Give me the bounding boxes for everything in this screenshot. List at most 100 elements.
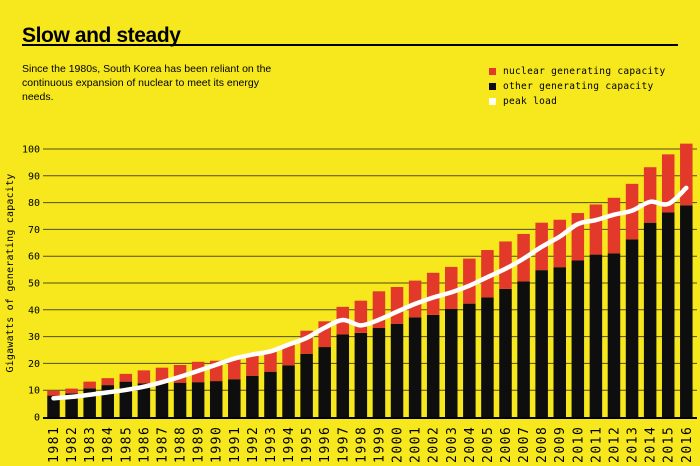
x-tick-labels: 1981 1982 1983 1984 1985 1986 1987 1988 1989 1990… [47,426,695,463]
other-capacity-bar [535,270,548,419]
y-tick-label: 10 [28,386,40,397]
other-capacity-bar [445,308,458,419]
x-tick-label: 1994 [282,426,297,463]
other-capacity-bar [589,254,603,419]
x-tick-label: 2008 [535,426,550,463]
x-tick-label: 1998 [354,426,369,463]
nuclear-capacity-bar [246,355,259,376]
x-tick-label: 2013 [626,426,641,463]
x-tick-label: 2016 [680,426,695,463]
nuclear-capacity-bar [390,287,404,324]
other-capacity-bar [625,239,639,419]
x-tick-label: 1989 [192,426,207,463]
nuclear-capacity-bar [481,250,494,298]
nuclear-swatch-icon [489,68,496,75]
x-tick-label: 1991 [228,426,243,463]
y-tick-labels: 0 10 20 30 40 50 60 70 80 90 100 [22,145,40,424]
other-capacity-bar [607,253,621,419]
y-axis-title: Gigawatts of generating capacity [5,173,16,372]
other-capacity-bar [481,297,494,419]
x-tick-label: 1995 [300,426,315,463]
peak-load-swatch-icon [489,98,496,105]
x-tick-label: 2005 [481,426,496,463]
legend-label: peak load [503,96,558,107]
x-tick-label: 2004 [463,426,478,463]
other-capacity-bar [155,382,169,419]
nuclear-capacity-bar [680,143,693,206]
y-tick-label: 60 [28,252,40,263]
x-tick-label: 2010 [571,426,586,463]
title-rule [22,44,678,46]
y-tick-label: 80 [28,198,40,209]
other-capacity-bar [661,212,675,419]
nuclear-capacity-bar [607,197,621,254]
other-capacity-bar [209,381,223,419]
x-tick-label: 1996 [318,426,333,463]
bars-layer [47,143,693,419]
nuclear-capacity-bar [553,219,566,268]
subtitle-line: needs. [22,91,54,103]
nuclear-capacity-bar [354,300,368,333]
x-tick-label: 1997 [336,426,351,463]
nuclear-capacity-bar [589,204,603,255]
other-capacity-bar [191,382,205,419]
x-tick-label: 2000 [391,426,406,463]
peak-load-line [51,185,689,401]
x-tick-label: 1988 [174,426,189,463]
x-tick-label: 1985 [119,426,134,463]
nuclear-capacity-bar [571,213,585,261]
x-tick-label: 2001 [409,426,424,463]
other-capacity-bar [408,317,422,419]
other-capacity-bar [246,375,259,419]
y-tick-label: 0 [34,413,40,424]
other-capacity-bar [300,353,313,419]
other-capacity-bar [571,260,585,419]
nuclear-capacity-bar [228,358,241,380]
nuclear-capacity-bar [264,351,277,372]
other-capacity-bar [137,383,151,419]
x-tick-label: 1984 [101,426,116,463]
x-tick-label: 2003 [445,426,460,463]
x-tick-label: 2006 [499,426,514,463]
other-capacity-bar [553,267,566,419]
nuclear-capacity-bar [101,378,114,386]
nuclear-capacity-bar [408,280,422,318]
subtitle-line: Since the 1980s, South Korea has been re… [22,63,272,75]
y-tick-label: 50 [28,279,40,290]
other-swatch-icon [489,83,496,90]
x-tick-label: 2007 [517,426,532,463]
nuclear-capacity-bar [83,381,96,389]
chart-subtitle: Since the 1980s, South Korea has been re… [22,62,271,104]
x-tick-label: 1993 [264,426,279,463]
chart-legend: nuclear generating capacity other genera… [489,64,666,109]
other-capacity-bar [426,314,440,419]
x-tick-label: 2002 [427,426,442,463]
nuclear-capacity-bar [137,370,151,384]
legend-label: nuclear generating capacity [503,66,666,77]
x-tick-label: 2011 [589,426,604,463]
y-tick-label: 100 [22,145,40,156]
other-capacity-bar [390,323,404,419]
y-tick-label: 40 [28,305,40,316]
nuclear-capacity-bar [426,272,440,315]
other-capacity-bar [336,334,350,419]
other-capacity-bar [318,347,331,419]
nuclear-capacity-bar [47,390,60,396]
x-tick-label: 2012 [607,426,622,463]
other-capacity-bar [372,328,386,419]
subtitle-line: continuous expansion of nuclear to meet … [22,77,259,89]
gridlines [43,148,697,391]
other-capacity-bar [282,365,295,419]
y-tick-label: 90 [28,171,40,182]
other-capacity-bar [354,332,368,419]
nuclear-capacity-bar [445,266,458,309]
legend-item-peak-load: peak load [489,94,666,109]
y-tick-label: 70 [28,225,40,236]
other-capacity-bar [47,395,60,419]
other-capacity-bar [173,382,187,419]
x-tick-label: 1982 [65,426,80,463]
y-tick-label: 20 [28,359,40,370]
other-capacity-bar [264,371,277,419]
other-capacity-bar [499,288,512,419]
